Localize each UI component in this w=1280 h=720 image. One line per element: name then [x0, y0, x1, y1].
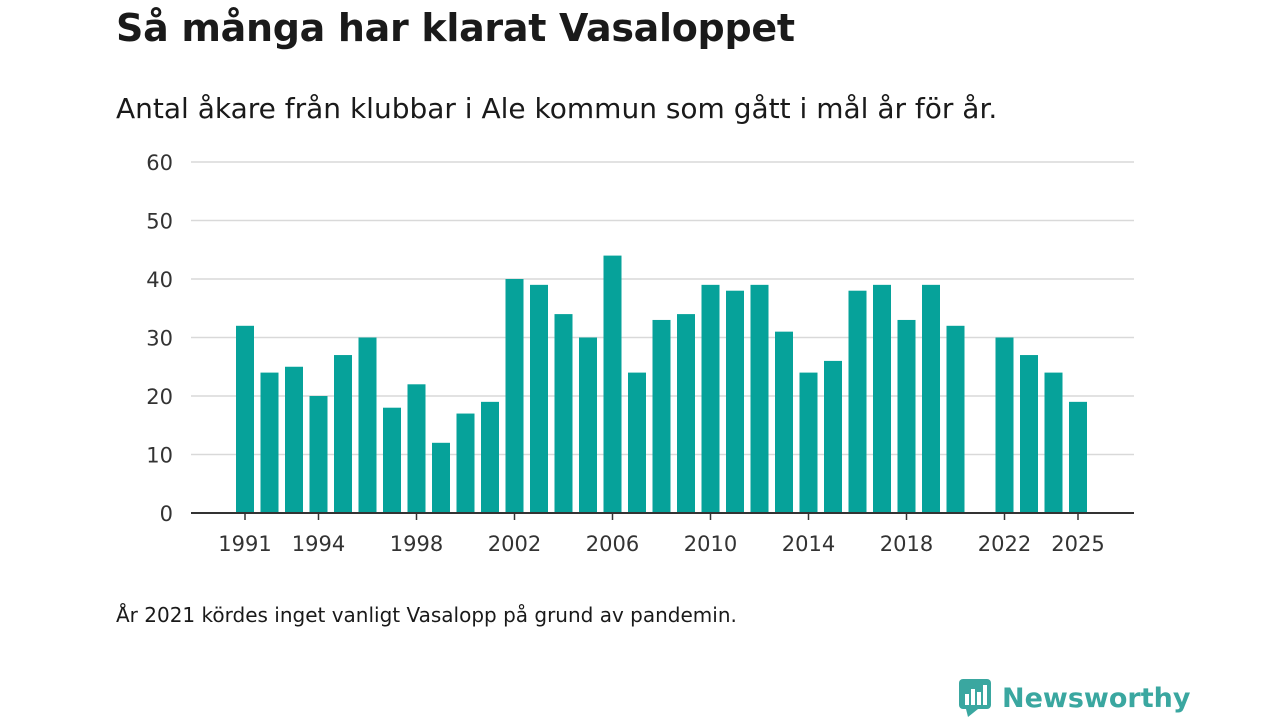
bar-1997	[383, 407, 401, 513]
bar-2016	[848, 290, 867, 513]
x-tick-label: 2018	[880, 532, 933, 556]
y-tick-label: 0	[160, 502, 173, 526]
brand-logo: Newsworthy	[958, 678, 1190, 718]
bar-2025	[1069, 401, 1087, 513]
bar-2002	[505, 279, 524, 513]
newsworthy-logo-icon	[959, 679, 991, 717]
brand-name: Newsworthy	[1002, 682, 1191, 714]
bar-2005	[579, 337, 597, 513]
chart-footnote: År 2021 kördes inget vanligt Vasalopp på…	[116, 603, 737, 627]
bar-2022	[995, 337, 1014, 513]
x-tick-label: 2002	[488, 532, 541, 556]
y-tick-label: 50	[146, 210, 173, 234]
bar-2010	[701, 284, 720, 513]
bar-2011	[726, 290, 744, 513]
bar-1991	[236, 325, 254, 513]
y-tick-label: 60	[146, 151, 173, 175]
bars	[236, 255, 1087, 513]
bar-2023	[1020, 355, 1038, 513]
x-tick-label: 2025	[1051, 532, 1104, 556]
bar-2000	[456, 413, 475, 513]
bar-2013	[775, 331, 793, 513]
bar-1998	[407, 384, 426, 513]
bar-2012	[750, 284, 769, 513]
bar-2014	[799, 372, 818, 513]
y-axis: 0 10 20 30 40 50 60	[146, 151, 173, 526]
bar-2004	[554, 314, 573, 513]
bar-1992	[260, 372, 279, 513]
bar-2019	[922, 284, 940, 513]
x-tick-label: 2014	[782, 532, 835, 556]
bar-1994	[309, 396, 328, 513]
bar-2018	[897, 319, 916, 513]
x-tick-label: 2006	[586, 532, 639, 556]
bar-1995	[334, 355, 352, 513]
x-tick-label: 2022	[978, 532, 1031, 556]
bar-2001	[481, 401, 499, 513]
bar-1996	[358, 337, 377, 513]
y-tick-label: 30	[146, 327, 173, 351]
x-tick-label: 1998	[390, 532, 443, 556]
x-tick-label: 1994	[292, 532, 345, 556]
x-tick-label: 2010	[684, 532, 737, 556]
bar-2017	[873, 284, 891, 513]
bar-2006	[603, 255, 622, 513]
chart-subtitle: Antal åkare från klubbar i Ale kommun so…	[116, 92, 998, 125]
y-tick-label: 40	[146, 268, 173, 292]
bar-chart: 0 10 20 30 40 50 60 1991 1994 1998 2002 2006 2010 20…	[146, 151, 1134, 556]
y-tick-label: 20	[146, 385, 173, 409]
bar-2020	[946, 325, 965, 513]
bar-2009	[677, 314, 695, 513]
bar-2015	[824, 360, 842, 513]
bar-2003	[530, 284, 548, 513]
bar-2007	[628, 372, 646, 513]
bar-2008	[652, 319, 671, 513]
x-axis: 1991 1994 1998 2002 2006 2010 2014 2018 2022 2025	[191, 512, 1134, 556]
x-tick-label: 1991	[218, 532, 271, 556]
bar-2024	[1044, 372, 1063, 513]
y-tick-label: 10	[146, 444, 173, 468]
chart-title: Så många har klarat Vasaloppet	[116, 6, 795, 50]
bar-1993	[285, 366, 303, 513]
bar-1999	[432, 442, 450, 513]
